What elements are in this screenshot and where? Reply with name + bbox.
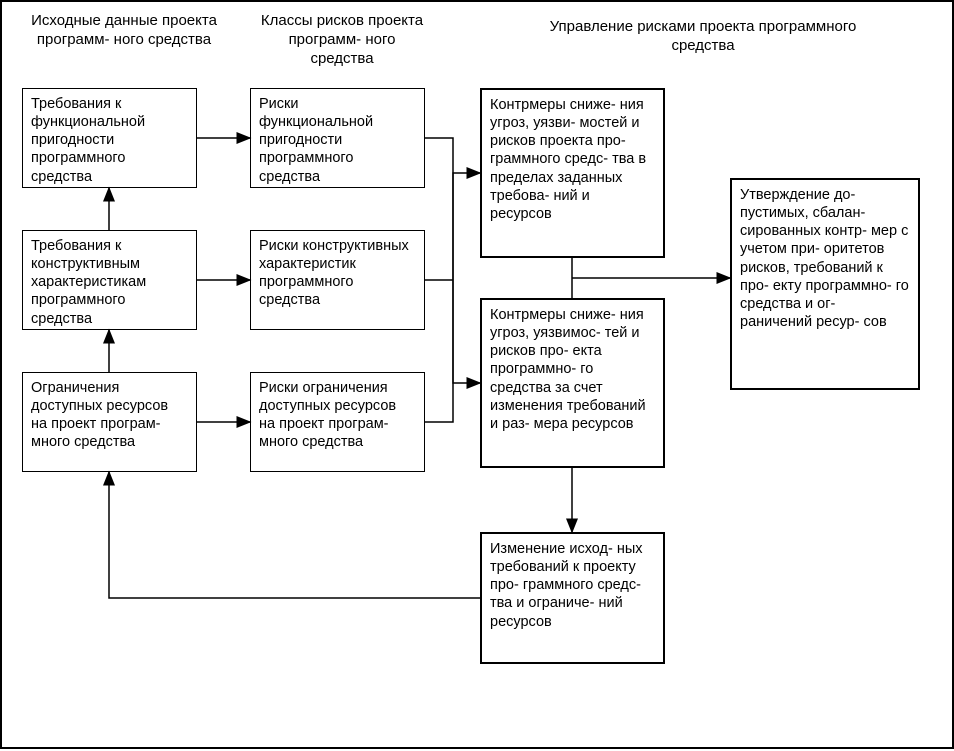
header-col3: Управление рисками проекта программного …: [538, 18, 868, 56]
node-risks-functional: Риски функциональной пригодности програм…: [250, 88, 425, 188]
node-countermeasures-change: Контрмеры сниже- ния угроз, уязвимос- те…: [480, 298, 665, 468]
node-risks-resource: Риски ограничения доступных ресурсов на …: [250, 372, 425, 472]
header-col2: Классы рисков проекта программ- ного сре…: [257, 12, 427, 68]
node-resource-limits: Ограничения доступных ресурсов на проект…: [22, 372, 197, 472]
risk-diagram: Исходные данные проекта программ- ного с…: [0, 0, 954, 749]
node-requirements-functional: Требования к функциональной пригодности …: [22, 88, 197, 188]
node-change-requirements: Изменение исход- ных требований к проект…: [480, 532, 665, 664]
node-requirements-constructive: Требования к конструктивным характеристи…: [22, 230, 197, 330]
node-countermeasures-within: Контрмеры сниже- ния угроз, уязви- мосте…: [480, 88, 665, 258]
header-col1: Исходные данные проекта программ- ного с…: [30, 12, 218, 50]
node-risks-constructive: Риски конструктивных характеристик прогр…: [250, 230, 425, 330]
node-approval: Утверждение до- пустимых, сбалан- сирова…: [730, 178, 920, 390]
